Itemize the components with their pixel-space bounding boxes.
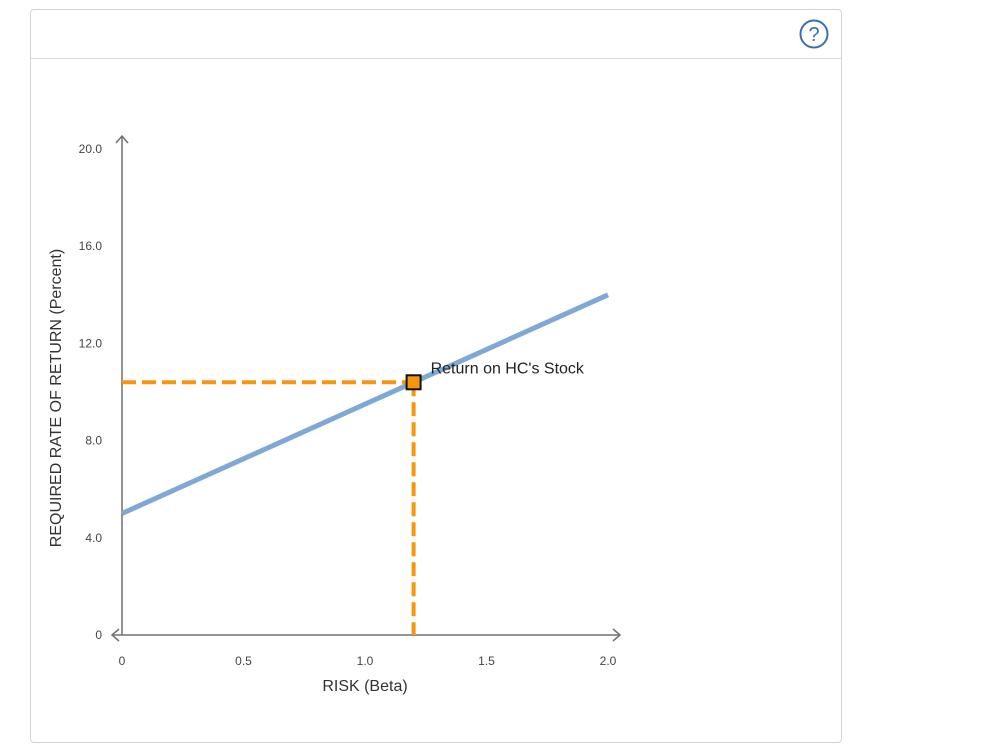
y-tick-label: 0: [95, 628, 102, 642]
chart-panel: ?: [30, 9, 842, 743]
y-axis-title: REQUIRED RATE OF RETURN (Percent): [48, 249, 65, 547]
y-tick-label: 8.0: [85, 434, 102, 448]
x-tick-label: 1.5: [478, 654, 495, 668]
x-axis-arrow: [612, 628, 622, 642]
x-axis-left-arrow: [110, 628, 120, 642]
y-tick-label: 4.0: [85, 531, 102, 545]
help-button[interactable]: ?: [799, 19, 829, 49]
x-tick-label: 0: [119, 654, 126, 668]
y-tick-label: 20.0: [79, 142, 103, 156]
x-tick-label: 2.0: [600, 654, 617, 668]
x-tick-label: 0.5: [235, 654, 252, 668]
y-tick-label: 12.0: [79, 336, 103, 350]
axes: [110, 134, 622, 642]
stock-point-label: Return on HC's Stock: [431, 360, 585, 377]
tick-labels: 0 0.5 1.0 1.5 2.0 0 4.0 8.0 12.0 16.0 20.0: [79, 142, 617, 668]
y-tick-label: 16.0: [79, 239, 103, 253]
security-market-line: [120, 292, 610, 516]
question-mark-circle-icon: ?: [799, 19, 829, 49]
x-tick-label: 1.0: [357, 654, 374, 668]
x-axis-title: RISK (Beta): [322, 678, 407, 695]
y-axis-arrow: [115, 134, 129, 144]
svg-text:?: ?: [808, 24, 819, 46]
marks: Return on HC's Stock: [120, 292, 610, 635]
panel-header: ?: [31, 10, 841, 59]
stock-point-marker[interactable]: [405, 374, 422, 391]
